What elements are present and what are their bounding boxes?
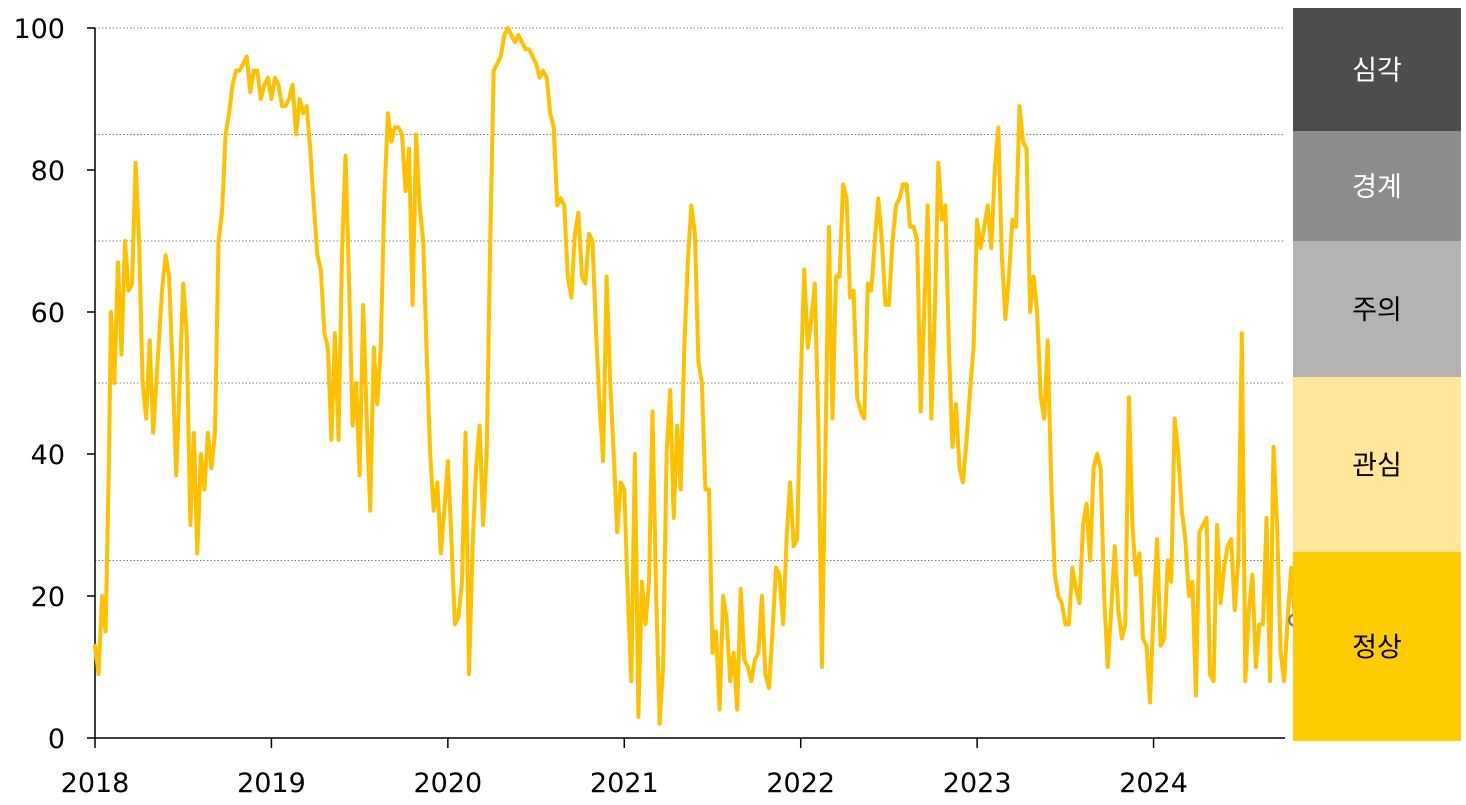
band-label-0: 심각 <box>1352 56 1402 87</box>
x-tick-label-2019: 2019 <box>237 768 306 799</box>
x-tick-label-2024: 2024 <box>1119 768 1188 799</box>
band-label-4: 정상 <box>1352 633 1402 664</box>
x-tick-label-2018: 2018 <box>61 768 130 799</box>
band-0 <box>1293 8 1461 131</box>
x-tick-label-2020: 2020 <box>413 768 482 799</box>
y-tick-label-20: 20 <box>31 582 65 613</box>
y-tick-label-100: 100 <box>13 14 65 45</box>
y-tick-label-40: 40 <box>31 440 65 471</box>
y-tick-label-60: 60 <box>31 298 65 329</box>
x-tick-label-2023: 2023 <box>943 768 1012 799</box>
y-axis-tick-labels: 0 20 40 60 80 100 <box>13 14 65 755</box>
y-tick-label-0: 0 <box>48 724 65 755</box>
band-label-3: 관심 <box>1352 451 1402 482</box>
y-tick-label-80: 80 <box>31 156 65 187</box>
band-4 <box>1293 552 1461 741</box>
series-line-0 <box>93 26 1301 726</box>
x-tick-label-2021: 2021 <box>590 768 659 799</box>
band-label-2: 주의 <box>1352 295 1402 326</box>
grid-lines <box>95 27 1285 561</box>
x-axis-tick-labels: 2018 2019 2020 2021 2022 2023 2024 <box>61 768 1188 799</box>
band-1 <box>1293 131 1461 241</box>
x-tick-label-2022: 2022 <box>766 768 835 799</box>
band-label-1: 경계 <box>1352 172 1402 203</box>
series-line <box>93 26 1301 726</box>
band-3 <box>1293 377 1461 552</box>
axes <box>87 27 1285 748</box>
band-2 <box>1293 241 1461 377</box>
